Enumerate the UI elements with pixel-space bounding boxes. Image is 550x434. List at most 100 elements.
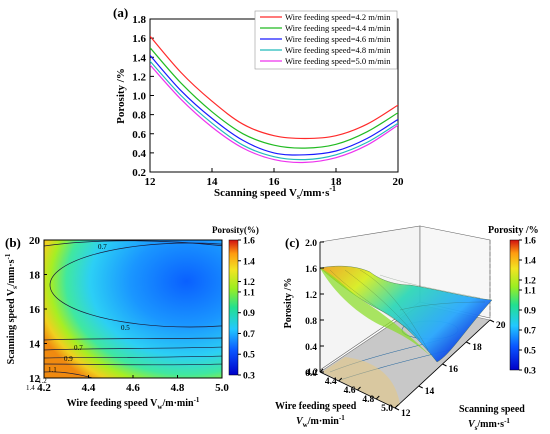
series-line-1 <box>150 35 398 140</box>
plot-c-y-label-sup: -1 <box>504 417 510 425</box>
y-tick-label: 18 <box>29 270 41 282</box>
colorbar-c-title: Porosity /% <box>488 225 539 236</box>
x-tick-label: 5.0 <box>215 382 229 394</box>
colorbar-tick-label: 1.1 <box>243 288 255 298</box>
y-tick-label: 1.6 <box>132 33 146 45</box>
colorbar-tick-label: 1.4 <box>524 257 536 267</box>
contour-0.7-lower <box>44 337 222 341</box>
plot-c-y-label-line1: Scanning speed <box>459 404 525 415</box>
series-line-4 <box>150 60 398 161</box>
y-tick-label: 1.8 <box>132 14 146 26</box>
colorbar-tick-label: 0.7 <box>243 330 255 340</box>
y-tick <box>418 385 423 389</box>
contour-label: 0.7 <box>98 243 107 251</box>
y-tick-label: 1.4 <box>132 52 146 64</box>
y-tick-label: 1.0 <box>132 91 146 103</box>
colorbar-tick-label: 0.3 <box>243 372 255 382</box>
colorbar-tick-label: 1.4 <box>243 257 255 267</box>
plot-c-z-label: Porosity /% <box>283 278 294 329</box>
z-tick-label: 1.6 <box>305 265 317 275</box>
colorbar-tick-label: 1.2 <box>243 278 255 288</box>
heatmap-field <box>44 240 222 378</box>
colorbar-tick-label: 0.3 <box>524 367 536 377</box>
x-tick-label: 12 <box>145 176 157 188</box>
plot-b-x-label: Wire feeding speed Vw/m·min-1 <box>67 396 200 411</box>
x-tick-label: 4.4 <box>325 377 337 387</box>
surface-mesh <box>329 269 486 351</box>
contour-0.9 <box>44 346 222 351</box>
colorbar-b-title: Porosity(%) <box>212 225 259 235</box>
floor-warm-band <box>322 357 400 408</box>
y-tick-label: 1.2 <box>132 71 146 83</box>
plot-a-series <box>150 35 398 164</box>
plot-b-y-ticks: 12 14 16 18 20 <box>29 235 47 385</box>
colorbar-tick-label: 0.7 <box>524 327 536 337</box>
plot-b-x-ticks: 4.2 4.4 4.6 4.8 5.0 <box>37 375 229 394</box>
plot-a-x-label-unit: /mm·s <box>299 187 330 199</box>
x-tick-label: 4.6 <box>126 382 140 394</box>
colorbar-tick-label: 1.1 <box>524 287 536 297</box>
x-tick <box>357 386 361 391</box>
colorbar-c <box>509 239 520 371</box>
plot-b-x-label-unit: /m·min <box>161 398 194 409</box>
y-tick-label: 14 <box>29 339 41 351</box>
y-tick-label: 16 <box>29 304 41 316</box>
z-tick-label: 1.2 <box>305 291 317 301</box>
y-tick-label: 18 <box>472 343 482 353</box>
plot-a-x-label-main: Scanning speed V <box>214 187 297 199</box>
legend-label: Wire feeding speed=4.8 m/min <box>285 45 391 55</box>
plot-b-x-label-sub: w <box>157 403 163 411</box>
plot-b-y-label: Scanning speed Vs/mm·s-1 <box>4 253 19 364</box>
panel-b-label: (b) <box>5 235 21 250</box>
y-tick <box>442 363 447 367</box>
colorbar-tick-label: 0.9 <box>524 307 536 317</box>
colorbar-tick-label: 0.5 <box>524 347 536 357</box>
series-line-3 <box>150 54 398 156</box>
colorbar-b <box>228 239 239 376</box>
panel-c: (c) 0.0 0.4 0.8 1.2 1.6 2.0 Porosity /% <box>275 225 539 432</box>
x-tick-label: 4.4 <box>82 382 96 394</box>
plot-a-y-ticks: 0.2 0.4 0.6 0.8 1.0 1.2 1.4 1.6 1.8 <box>132 14 154 179</box>
y-tick <box>394 407 400 411</box>
plot-c-x-label-line2: Vw/m·min-1 <box>296 414 345 429</box>
x-tick-label: 4.6 <box>344 386 356 396</box>
plot-c-y-ticks: 12 14 16 18 20 <box>394 319 506 419</box>
legend-label: Wire feeding speed=4.2 m/min <box>285 12 391 22</box>
contour-label: 0.9 <box>64 355 73 363</box>
plot-c-x-label-unit: /m·min <box>307 416 340 427</box>
x-tick-label: 4.2 <box>306 368 318 378</box>
x-tick-label: 16 <box>269 176 281 188</box>
contour-label: 0.7 <box>74 344 83 352</box>
y-tick-label: 0.8 <box>132 110 146 122</box>
series-line-5 <box>150 64 398 164</box>
contour-1.2 <box>44 363 222 366</box>
panel-b: (b) 0.7 0.5 0.7 0.9 1.1 1.2 1.4 4.2 4.4 4.… <box>4 225 259 411</box>
contour-0.7-upper <box>44 240 222 247</box>
mesh-line <box>399 301 486 311</box>
plot-b-x-label-sup: -1 <box>194 396 200 404</box>
plot-c-z-ticks: 0.0 0.4 0.8 1.2 1.6 2.0 <box>305 239 324 379</box>
panel-c-label: (c) <box>285 235 299 250</box>
plot-a-x-label-sup: -1 <box>329 184 336 193</box>
x-tick <box>375 395 380 400</box>
y-tick <box>489 319 495 323</box>
plot-a-x-label-sub: s <box>297 192 300 201</box>
z-tick-label: 0.8 <box>305 317 317 327</box>
z-tick-label: 2.0 <box>305 239 317 249</box>
plot-c-y-label-sub: s <box>475 424 478 432</box>
panel-a-label: (a) <box>113 5 128 20</box>
series-line-2 <box>150 47 398 149</box>
heatmap-contours <box>44 240 222 378</box>
contour-label: 1.2 <box>38 377 47 385</box>
plot-b-x-label-main: Wire feeding speed V <box>67 398 159 409</box>
z-tick-label: 0.4 <box>305 343 317 353</box>
legend-label: Wire feeding speed=4.4 m/min <box>285 23 391 33</box>
legend-box <box>254 10 398 70</box>
y-tick <box>466 341 471 345</box>
legend-label: Wire feeding speed=5.0 m/min <box>285 56 391 66</box>
plot-b-y-label-unit: /mm·s <box>6 259 17 287</box>
x-tick-label: 14 <box>207 176 219 188</box>
mesh-line <box>329 269 411 331</box>
plot-c-y-label-main: V <box>468 419 476 430</box>
